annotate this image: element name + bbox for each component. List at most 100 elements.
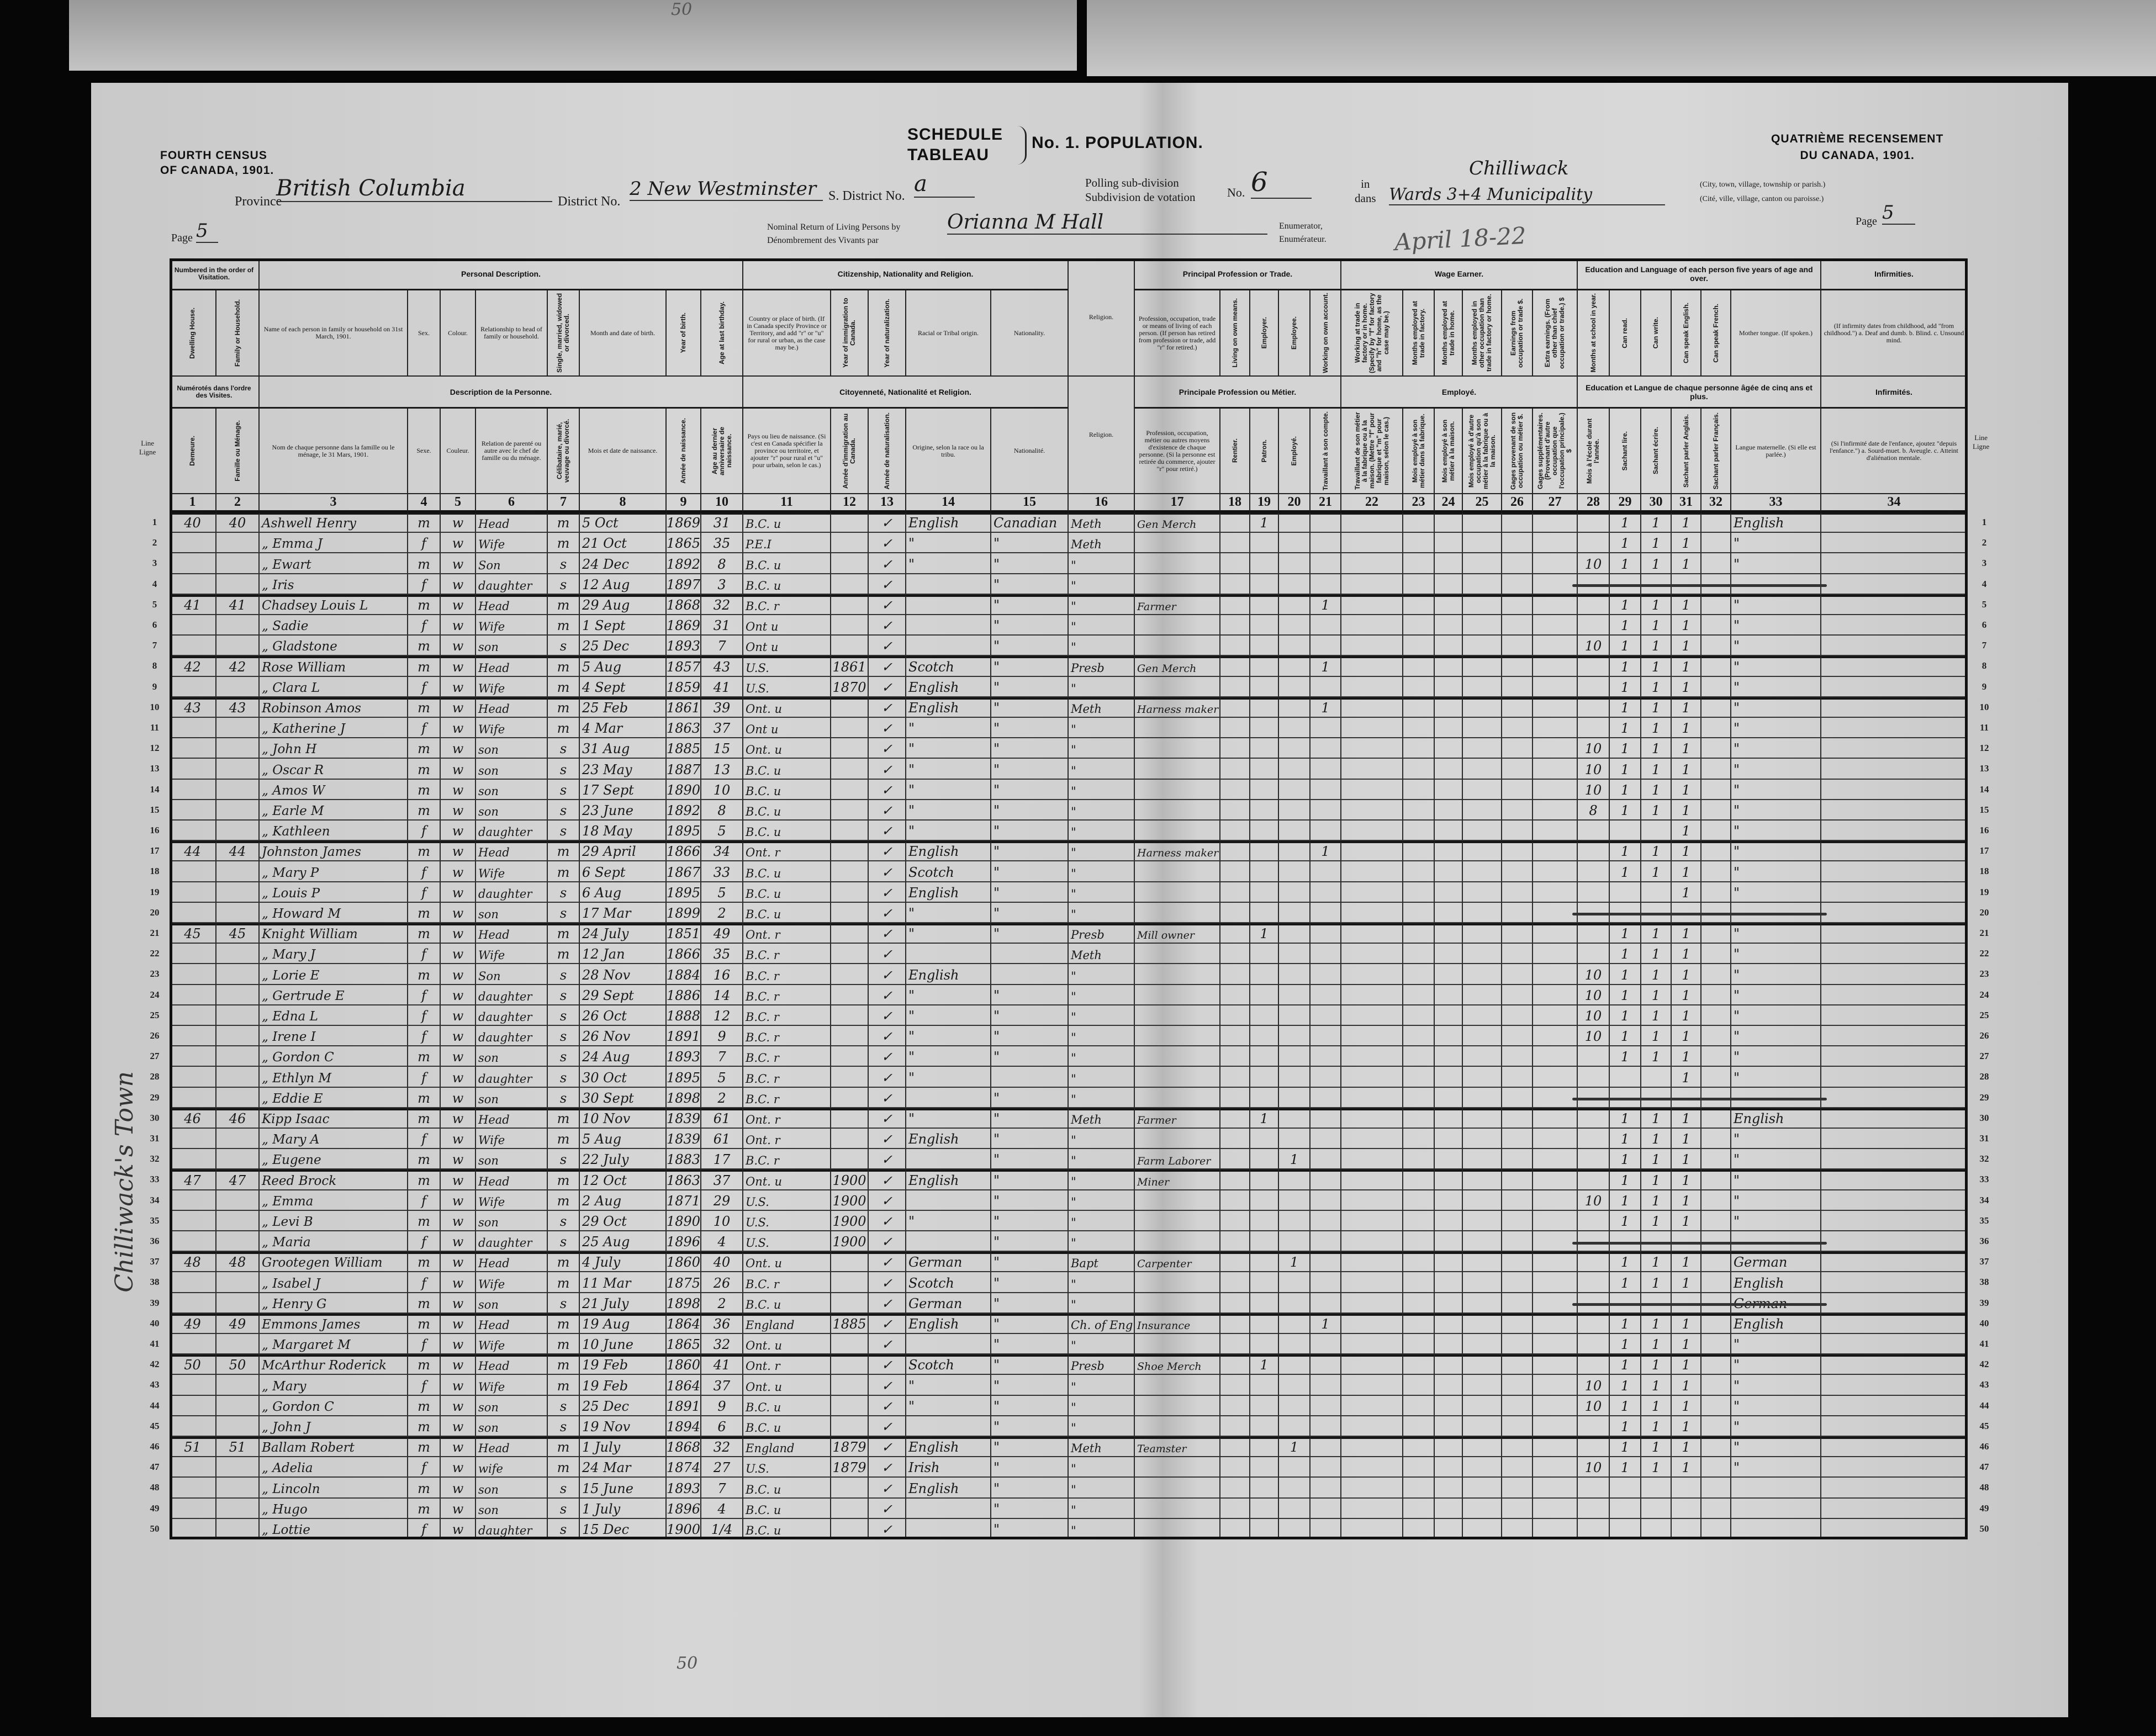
cell-c25 — [1463, 594, 1502, 615]
line-number-right: 28 — [1979, 1071, 1989, 1082]
cell-birth-date: 21 Oct — [580, 533, 667, 554]
cell-speaks-english: 1 — [1672, 512, 1701, 533]
column-number-27: 27 — [1533, 494, 1578, 512]
column-number-3: 3 — [260, 494, 408, 512]
cell-birthplace: B.C. r — [743, 594, 831, 615]
cell-naturalization: ✓ — [869, 553, 906, 574]
column-number-15: 15 — [991, 494, 1069, 512]
cell-birth-date: 24 Dec — [580, 553, 667, 574]
group-header-text: Employé. — [1441, 387, 1477, 396]
line-number-right: 11 — [1979, 722, 1989, 733]
line-number-left: 6 — [152, 620, 157, 630]
group-header-wage-en: Wage Earner. — [1341, 258, 1578, 290]
column-number-text: 5 — [455, 495, 461, 509]
column-number-text: 19 — [1257, 495, 1271, 509]
column-header-text: Racial or Tribal origin. — [918, 329, 979, 337]
cell-age: 32 — [701, 594, 743, 615]
line-number-left: 21 — [150, 928, 160, 938]
column-header-5-fr: Couleur. — [441, 409, 476, 494]
column-number-6: 6 — [476, 494, 548, 512]
column-header-28-en: Months at school in year. — [1578, 290, 1610, 377]
column-header-8-en: Month and date of birth. — [580, 290, 667, 377]
cell-mother-tongue: " — [1731, 553, 1821, 574]
column-header-text: Nom de chaque personne dans la famille o… — [272, 443, 395, 458]
page-number-right: 5 — [1882, 202, 1915, 225]
column-number-text: 20 — [1287, 495, 1301, 509]
line-number-right: 22 — [1979, 948, 1989, 959]
column-header-8-fr: Mois et date de naissance. — [580, 409, 667, 494]
column-header-text: Nationality. — [1013, 329, 1045, 337]
province-field: British Columbia — [276, 176, 552, 202]
cell-colour: w — [441, 553, 476, 574]
line-number-left: 39 — [150, 1297, 160, 1308]
page-label-left: Page — [171, 232, 193, 244]
cell-sex: m — [408, 553, 441, 574]
column-header-26-en: Earnings from occupation or trade $. — [1502, 290, 1533, 377]
cell-employer — [1250, 574, 1279, 595]
column-number-text: 10 — [715, 495, 728, 509]
polling-label-en: Polling sub-division — [1085, 176, 1179, 189]
column-header-text: Name of each person in family or househo… — [263, 325, 403, 340]
cell-status: m — [548, 594, 580, 615]
line-number-right: 50 — [1979, 1523, 1989, 1534]
page-mark-bottom: 50 — [677, 1654, 698, 1673]
column-header-7-fr: Célibataire, marié, veuvage ou divorcé. — [548, 409, 580, 494]
line-number-right: 7 — [1981, 640, 1987, 651]
cell-colour: w — [441, 533, 476, 554]
column-header-text: (Si l'infirmité date de l'enfance, ajout… — [1830, 440, 1958, 462]
line-number-left: 5 — [152, 599, 157, 610]
line-number-right: 35 — [1979, 1215, 1989, 1226]
column-header-10-en: Age at last birthday. — [701, 290, 743, 377]
cell-dwelling — [170, 615, 216, 636]
line-number-left: 50 — [150, 1523, 160, 1534]
cell-c24 — [1435, 574, 1463, 595]
column-number-10: 10 — [701, 494, 743, 512]
line-number-right: 18 — [1979, 866, 1989, 877]
column-number-14: 14 — [906, 494, 991, 512]
column-header-9-en: Year of birth. — [667, 290, 701, 377]
column-header-32-fr: Sachant parler Français. — [1701, 409, 1731, 494]
group-header-text: Personal Description. — [461, 269, 541, 278]
line-number-left: 3 — [152, 558, 157, 569]
column-number-26: 26 — [1502, 494, 1533, 512]
cell-living-on-means — [1220, 574, 1250, 595]
column-header-text: Sexe. — [416, 447, 431, 454]
cell-c23 — [1403, 512, 1435, 533]
cell-can-write: 1 — [1641, 533, 1672, 554]
column-number-22: 22 — [1341, 494, 1403, 512]
cell-mother-tongue: English — [1731, 512, 1821, 533]
cell-status: m — [548, 533, 580, 554]
column-header-10-fr: Age au dernier anniversaire de naissance… — [701, 409, 743, 494]
line-number-right: 13 — [1979, 763, 1989, 774]
group-header-text: Infirmités. — [1875, 387, 1912, 396]
cell-name: Ashwell Henry — [260, 512, 408, 533]
line-label-left-en: Line — [141, 439, 155, 447]
cell-c25 — [1463, 533, 1502, 554]
line-number-left: 36 — [150, 1236, 160, 1246]
cell-name: „ Sadie — [260, 615, 408, 636]
line-number-left: 2 — [152, 537, 157, 548]
cell-c25 — [1463, 574, 1502, 595]
column-number-text: 4 — [420, 495, 427, 509]
cell-relation: Wife — [476, 533, 548, 554]
column-header-12-en: Year of immigration to Canada. — [831, 290, 869, 377]
cell-can-read: 1 — [1610, 512, 1641, 533]
cell-status: s — [548, 574, 580, 595]
cell-school-months — [1578, 533, 1610, 554]
group-header-text: Education and Language of each person fi… — [1585, 264, 1813, 283]
cell-nationality: " — [991, 594, 1069, 615]
cell-can-read: 1 — [1610, 553, 1641, 574]
line-number-right: 31 — [1979, 1133, 1989, 1144]
cell-c23 — [1403, 533, 1435, 554]
cell-speaks-french — [1701, 594, 1731, 615]
group-header-text: Description de la Personne. — [450, 387, 552, 396]
column-header-13-en: Year of naturalization. — [869, 290, 906, 377]
column-number-2: 2 — [216, 494, 260, 512]
column-number-11: 11 — [743, 494, 831, 512]
column-number-text: 16 — [1095, 495, 1108, 509]
column-header-text: Pays ou lieu de naissance. (Si c'est en … — [747, 432, 826, 469]
cell-relation: Head — [476, 512, 548, 533]
line-label-left-fr: Ligne — [139, 448, 156, 456]
line-number-right: 3 — [1981, 558, 1987, 569]
group-header-text: Numérotés dans l'ordre des Visites. — [177, 384, 251, 399]
